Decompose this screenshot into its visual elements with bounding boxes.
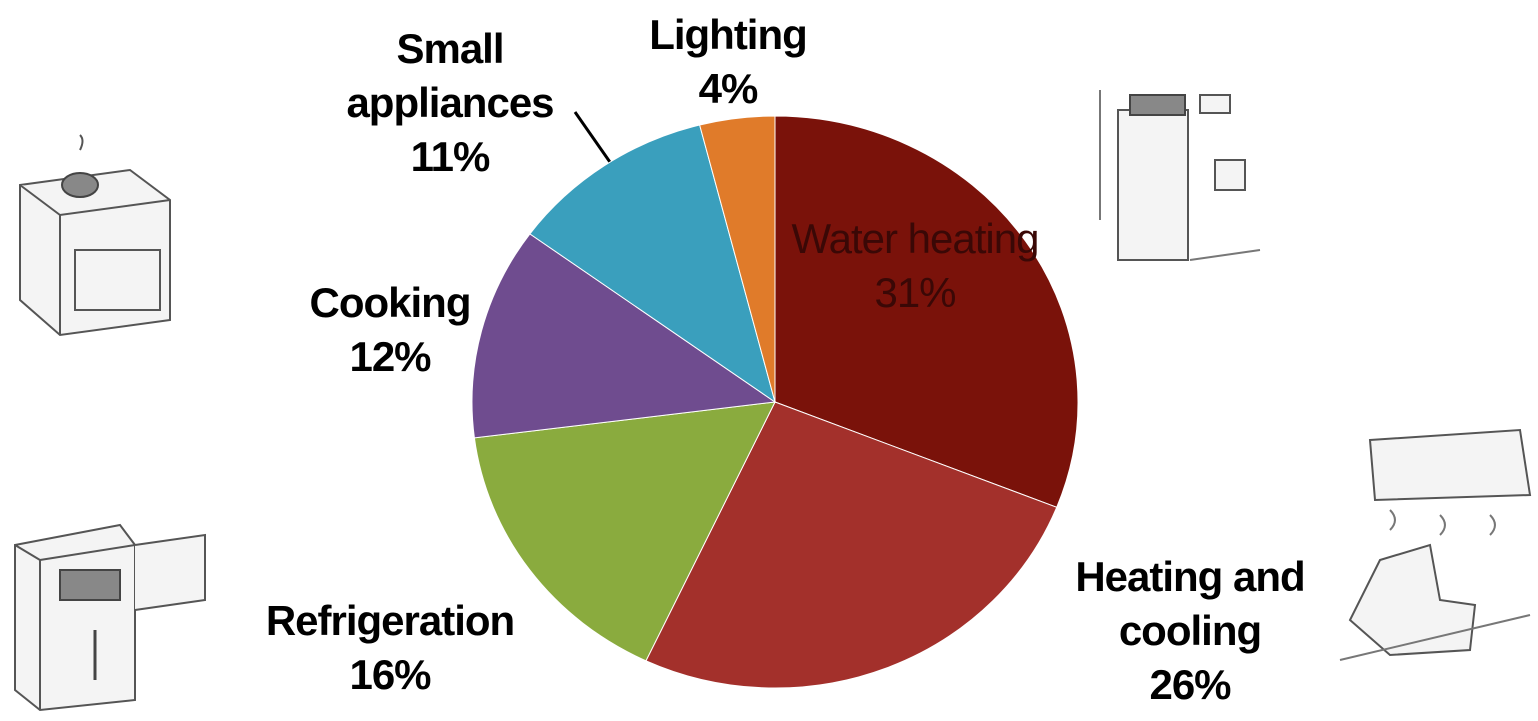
value-label: 11% bbox=[410, 133, 491, 180]
slice-label: Lighting 4% bbox=[618, 8, 838, 116]
pie-slice bbox=[471, 233, 777, 439]
pie bbox=[471, 115, 1079, 689]
fridge-icon bbox=[14, 523, 206, 712]
stove-icon bbox=[19, 134, 171, 337]
value-label: 16% bbox=[349, 651, 431, 698]
slice-label: Small appliances 11% bbox=[320, 22, 580, 184]
slice-label: Water heating 31% bbox=[785, 212, 1045, 320]
category-name: Lighting bbox=[649, 11, 808, 58]
ac-icon bbox=[1339, 428, 1532, 661]
slice-label: Cooking 12% bbox=[280, 276, 500, 384]
value-label: 4% bbox=[698, 65, 759, 112]
category-name: Cooking bbox=[309, 279, 472, 326]
pie-slice bbox=[529, 124, 776, 404]
pie-slice bbox=[645, 401, 1058, 689]
slice-label: Refrigeration 16% bbox=[230, 594, 550, 702]
pie-slice bbox=[699, 115, 776, 403]
leader-line bbox=[573, 111, 614, 166]
category-name: Refrigeration bbox=[265, 597, 515, 644]
pie-slice bbox=[473, 401, 776, 662]
water-heater-icon bbox=[1099, 90, 1261, 261]
value-label: 12% bbox=[349, 333, 431, 380]
slice-label: Heating and cooling 26% bbox=[1040, 550, 1340, 712]
value-label: 31% bbox=[874, 269, 956, 316]
category-name: Small appliances bbox=[346, 25, 554, 126]
category-name: Heating and cooling bbox=[1075, 553, 1305, 654]
category-name: Water heating bbox=[791, 215, 1040, 262]
pie-slice bbox=[774, 115, 1079, 508]
value-label: 26% bbox=[1149, 661, 1231, 708]
